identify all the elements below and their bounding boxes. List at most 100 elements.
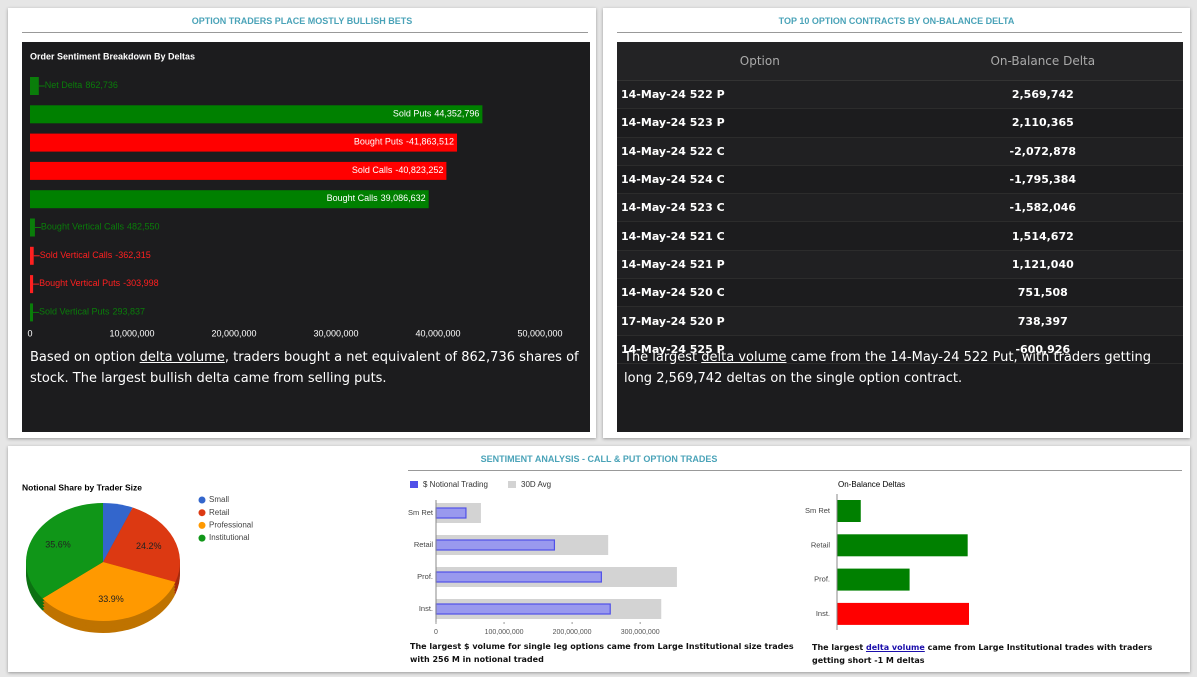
bar [30,105,483,124]
cell: 751,508 [902,278,1183,308]
link[interactable]: delta volume [139,350,225,365]
legend-swatch [410,481,418,488]
legend-label: Professional [209,521,253,530]
legend-label: Retail [209,508,230,517]
legend-swatch [198,534,206,542]
value-label: 482,550 [127,222,160,232]
x-tick-label: 0 [27,328,32,338]
value-label: -41,863,512 [406,137,454,147]
x-tick-label: 20,000,000 [211,328,256,338]
bar [30,133,458,152]
value-label: 293,837 [113,307,146,317]
panel-title: OPTION TRADERS PLACE MOSTLY BULLISH BETS [191,16,413,26]
cell: 14-May-24 524 C [617,165,903,195]
note: The largest delta volume came from the 1… [624,347,1169,389]
cell: -1,582,046 [902,193,1183,223]
x-tick-label: 100,000,000 [485,629,524,636]
bar-label: Bought Vertical Calls 482,550 [41,222,160,232]
bar-label: Net Delta 862,736 [45,80,118,90]
category-label: Retail [811,540,831,549]
pie-slice [103,503,133,562]
text: , traders bought a net equivalent of 862… [30,350,579,386]
x-tick-label: 0 [434,629,438,636]
x-tick-label: 30,000,000 [313,328,358,338]
value-label: 39,086,632 [381,194,426,204]
cell: 14-May-24 522 C [617,137,903,166]
bar [30,275,34,294]
cell: 1,121,040 [902,250,1183,280]
table: Option On-Balance Delta 14-May-24 522 P 2,5… [617,42,1183,364]
text: The largest [624,350,702,365]
cell: -600,926 [902,335,1183,364]
category: Net Delta [45,80,83,90]
cell: 14-May-24 520 C [617,278,903,308]
bar [435,571,602,583]
category: Bought Vertical Calls [41,222,125,232]
bar [837,602,969,625]
x-tick-label: 40,000,000 [415,328,460,338]
x-tick-label: 50,000,000 [517,328,562,338]
value-label: -303,998 [123,278,159,288]
legend-label: 30D Avg [521,480,551,489]
cell: -1,795,384 [902,165,1183,195]
bar-label: Bought Calls 39,086,632 [327,194,426,204]
cell: 14-May-24 523 P [617,108,903,138]
category: Bought Vertical Puts [39,278,121,288]
cell: -2,072,878 [902,137,1183,166]
chart-title: On-Balance Deltas [838,480,905,489]
bar [30,246,34,265]
x-tick-label: 200,000,000 [553,629,592,636]
legend-swatch [198,521,206,529]
bar [30,190,429,209]
note: The largest delta volume came from Large… [812,641,1184,667]
x-tick-label: 10,000,000 [109,328,154,338]
text: Based on option [30,350,140,365]
category-label: Sm Ret [805,506,831,515]
value-label: 33.9% [98,594,124,604]
legend-swatch [198,509,206,517]
bar [30,161,447,180]
category-label: Retail [414,540,434,549]
category-label: Prof. [814,575,830,584]
bar [837,534,968,557]
category-label: Inst. [419,604,433,613]
text: came from Large Institutional trades wit… [812,643,1153,665]
bar [837,568,910,591]
pie-slice [25,503,104,599]
category: Sold Puts [393,109,432,119]
legend-label: Small [209,495,229,504]
cell: 17-May-24 520 P [617,306,903,336]
cell: 14-May-24 522 P [617,80,903,110]
cell: 2,110,365 [902,108,1183,138]
value-label: 862,736 [85,80,118,90]
bar [30,77,39,95]
panel: SENTIMENT ANALYSIS - CALL & PUT OPTION T… [8,446,1190,672]
link[interactable]: delta volume [701,350,787,365]
bar [837,500,861,522]
bar-label: Bought Vertical Puts -303,998 [39,278,159,288]
value-label: 24.2% [136,541,162,551]
chart-title: Order Sentiment Breakdown By Deltas [30,51,195,61]
category-label: Sm Ret [408,508,434,517]
value-label: -40,823,252 [395,165,443,175]
column-header: On-Balance Delta [902,42,1183,81]
panel-title: TOP 10 OPTION CONTRACTS BY ON-BALANCE DE… [778,16,1015,26]
category: Sold Vertical Puts [39,307,110,317]
legend-label: $ Notional Trading [423,480,488,489]
chart-title: Notional Share by Trader Size [22,482,142,492]
rule [22,32,588,33]
pie-slice [103,507,180,582]
bar-label: Sold Calls -40,823,252 [352,165,444,175]
bar [30,218,35,237]
value-label: -362,315 [115,250,151,260]
bar-label: Sold Vertical Puts 293,837 [39,307,145,317]
bar-label: Bought Puts -41,863,512 [354,137,454,147]
rule [408,470,1182,471]
link[interactable]: delta volume [865,643,925,652]
cell: 14-May-24 525 P [617,335,903,364]
value-label: 44,352,796 [434,109,479,119]
legend-swatch [508,481,516,488]
panel-title: SENTIMENT ANALYSIS - CALL & PUT OPTION T… [480,454,718,464]
